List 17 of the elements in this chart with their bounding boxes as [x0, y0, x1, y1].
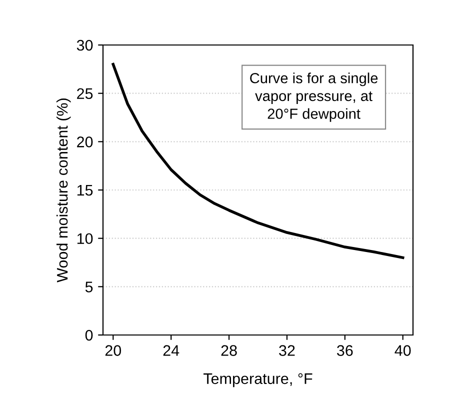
x-tick-label: 36 [337, 345, 353, 356]
y-tick-label: 0 [85, 330, 93, 341]
x-tick-label: 24 [163, 345, 180, 356]
y-axis-title: Wood moisture content (%) [56, 98, 71, 282]
x-axis-title: Temperature, °F [204, 373, 312, 388]
x-tick-label: 32 [279, 345, 295, 356]
y-tick-label: 25 [77, 88, 93, 100]
x-tick-label: 20 [105, 345, 122, 356]
x-tick-label: 40 [394, 345, 411, 356]
y-tick-label: 10 [77, 233, 93, 244]
y-tick-label: 5 [85, 282, 93, 292]
line-series [112, 62, 404, 260]
annotation: Curve is for a single vapor pressure, at 20°F dewpoint [250, 72, 378, 122]
y-tick-label: 15 [77, 185, 93, 196]
y-tick-label: 20 [77, 136, 93, 148]
y-tick-label: 30 [76, 40, 93, 51]
x-tick-label: 28 [221, 345, 237, 356]
